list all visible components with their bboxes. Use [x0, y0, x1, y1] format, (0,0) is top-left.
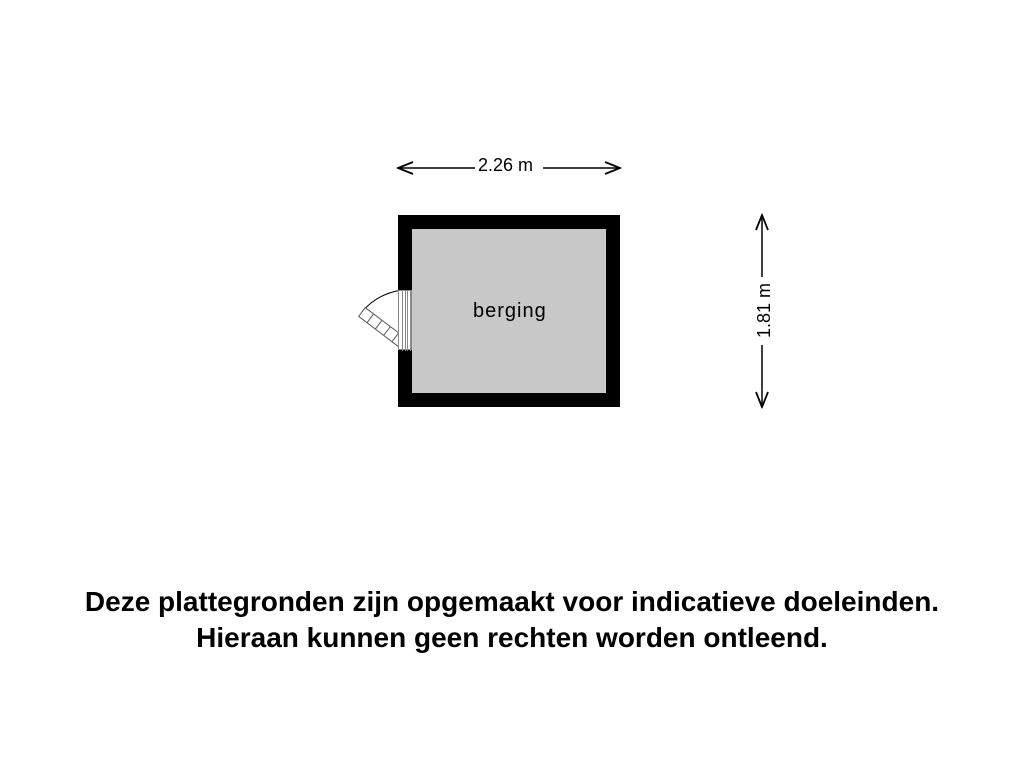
door-opening [398, 290, 412, 350]
disclaimer-text: Deze plattegronden zijn opgemaakt voor i… [0, 584, 1024, 657]
floorplan-canvas: berging 2.26 m 1.81 m Deze plattegronden… [0, 0, 1024, 768]
room-label: berging [473, 300, 547, 323]
disclaimer-line2: Hieraan kunnen geen rechten worden ontle… [196, 622, 828, 653]
dimension-height-label: 1.81 m [754, 283, 775, 338]
dimension-width-label: 2.26 m [478, 155, 533, 176]
disclaimer-line1: Deze plattegronden zijn opgemaakt voor i… [85, 586, 939, 617]
